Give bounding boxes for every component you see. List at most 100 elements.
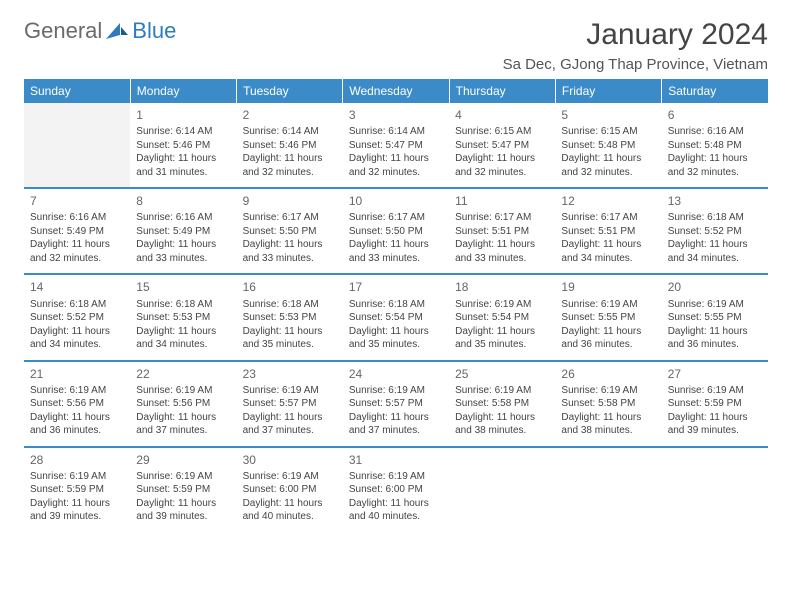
calendar-cell: 31Sunrise: 6:19 AMSunset: 6:00 PMDayligh…	[343, 447, 449, 532]
sunset-text: Sunset: 5:59 PM	[30, 483, 124, 497]
daylight-text-2: and 34 minutes.	[668, 252, 762, 266]
calendar-row: 7Sunrise: 6:16 AMSunset: 5:49 PMDaylight…	[24, 188, 768, 274]
calendar-cell: 7Sunrise: 6:16 AMSunset: 5:49 PMDaylight…	[24, 188, 130, 274]
calendar-cell	[449, 447, 555, 532]
location-text: Sa Dec, GJong Thap Province, Vietnam	[503, 56, 768, 73]
sunrise-text: Sunrise: 6:16 AM	[668, 125, 762, 139]
calendar-row: 21Sunrise: 6:19 AMSunset: 5:56 PMDayligh…	[24, 361, 768, 447]
day-number: 24	[349, 366, 443, 382]
calendar-cell	[24, 103, 130, 188]
sunrise-text: Sunrise: 6:19 AM	[668, 298, 762, 312]
daylight-text-2: and 38 minutes.	[561, 424, 655, 438]
sunrise-text: Sunrise: 6:19 AM	[243, 384, 337, 398]
daylight-text-2: and 39 minutes.	[30, 510, 124, 524]
sunset-text: Sunset: 5:50 PM	[243, 225, 337, 239]
sunrise-text: Sunrise: 6:14 AM	[349, 125, 443, 139]
sunset-text: Sunset: 5:47 PM	[455, 139, 549, 153]
calendar-cell: 13Sunrise: 6:18 AMSunset: 5:52 PMDayligh…	[662, 188, 768, 274]
calendar-cell: 27Sunrise: 6:19 AMSunset: 5:59 PMDayligh…	[662, 361, 768, 447]
day-number: 27	[668, 366, 762, 382]
daylight-text-1: Daylight: 11 hours	[349, 411, 443, 425]
sunset-text: Sunset: 5:46 PM	[243, 139, 337, 153]
calendar-cell: 5Sunrise: 6:15 AMSunset: 5:48 PMDaylight…	[555, 103, 661, 188]
calendar-cell: 8Sunrise: 6:16 AMSunset: 5:49 PMDaylight…	[130, 188, 236, 274]
sunset-text: Sunset: 5:58 PM	[455, 397, 549, 411]
weekday-header: Wednesday	[343, 79, 449, 103]
sunset-text: Sunset: 5:54 PM	[455, 311, 549, 325]
sunset-text: Sunset: 5:59 PM	[136, 483, 230, 497]
daylight-text-2: and 34 minutes.	[561, 252, 655, 266]
daylight-text-1: Daylight: 11 hours	[668, 152, 762, 166]
daylight-text-2: and 36 minutes.	[668, 338, 762, 352]
weekday-header: Friday	[555, 79, 661, 103]
sunrise-text: Sunrise: 6:14 AM	[136, 125, 230, 139]
daylight-text-1: Daylight: 11 hours	[561, 411, 655, 425]
sunset-text: Sunset: 5:53 PM	[243, 311, 337, 325]
sunrise-text: Sunrise: 6:18 AM	[243, 298, 337, 312]
day-number: 1	[136, 107, 230, 123]
day-number: 21	[30, 366, 124, 382]
daylight-text-1: Daylight: 11 hours	[243, 411, 337, 425]
calendar-row: 28Sunrise: 6:19 AMSunset: 5:59 PMDayligh…	[24, 447, 768, 532]
daylight-text-2: and 34 minutes.	[30, 338, 124, 352]
sunset-text: Sunset: 5:51 PM	[455, 225, 549, 239]
sunset-text: Sunset: 6:00 PM	[349, 483, 443, 497]
day-number: 22	[136, 366, 230, 382]
calendar-cell: 29Sunrise: 6:19 AMSunset: 5:59 PMDayligh…	[130, 447, 236, 532]
page-header: General Blue January 2024 Sa Dec, GJong …	[24, 18, 768, 73]
sunrise-text: Sunrise: 6:16 AM	[30, 211, 124, 225]
daylight-text-1: Daylight: 11 hours	[349, 238, 443, 252]
daylight-text-2: and 37 minutes.	[349, 424, 443, 438]
day-number: 6	[668, 107, 762, 123]
daylight-text-1: Daylight: 11 hours	[668, 325, 762, 339]
daylight-text-1: Daylight: 11 hours	[30, 325, 124, 339]
daylight-text-1: Daylight: 11 hours	[349, 325, 443, 339]
sunrise-text: Sunrise: 6:19 AM	[561, 384, 655, 398]
calendar-cell: 26Sunrise: 6:19 AMSunset: 5:58 PMDayligh…	[555, 361, 661, 447]
daylight-text-1: Daylight: 11 hours	[349, 497, 443, 511]
daylight-text-1: Daylight: 11 hours	[561, 325, 655, 339]
day-number: 4	[455, 107, 549, 123]
sunrise-text: Sunrise: 6:14 AM	[243, 125, 337, 139]
sunrise-text: Sunrise: 6:19 AM	[136, 384, 230, 398]
daylight-text-2: and 32 minutes.	[30, 252, 124, 266]
weekday-header: Saturday	[662, 79, 768, 103]
daylight-text-2: and 33 minutes.	[349, 252, 443, 266]
sunrise-text: Sunrise: 6:19 AM	[30, 384, 124, 398]
sunrise-text: Sunrise: 6:18 AM	[136, 298, 230, 312]
calendar-cell: 6Sunrise: 6:16 AMSunset: 5:48 PMDaylight…	[662, 103, 768, 188]
day-number: 13	[668, 193, 762, 209]
daylight-text-2: and 35 minutes.	[243, 338, 337, 352]
calendar-cell: 9Sunrise: 6:17 AMSunset: 5:50 PMDaylight…	[237, 188, 343, 274]
weekday-header: Thursday	[449, 79, 555, 103]
daylight-text-1: Daylight: 11 hours	[561, 238, 655, 252]
weekday-header: Tuesday	[237, 79, 343, 103]
daylight-text-1: Daylight: 11 hours	[561, 152, 655, 166]
day-number: 18	[455, 279, 549, 295]
day-number: 2	[243, 107, 337, 123]
sunrise-text: Sunrise: 6:19 AM	[243, 470, 337, 484]
daylight-text-1: Daylight: 11 hours	[243, 325, 337, 339]
sunrise-text: Sunrise: 6:18 AM	[349, 298, 443, 312]
sunset-text: Sunset: 5:46 PM	[136, 139, 230, 153]
calendar-cell: 21Sunrise: 6:19 AMSunset: 5:56 PMDayligh…	[24, 361, 130, 447]
sunrise-text: Sunrise: 6:19 AM	[455, 298, 549, 312]
calendar-cell: 14Sunrise: 6:18 AMSunset: 5:52 PMDayligh…	[24, 274, 130, 360]
calendar-cell: 18Sunrise: 6:19 AMSunset: 5:54 PMDayligh…	[449, 274, 555, 360]
calendar-row: 1Sunrise: 6:14 AMSunset: 5:46 PMDaylight…	[24, 103, 768, 188]
daylight-text-2: and 36 minutes.	[30, 424, 124, 438]
sunset-text: Sunset: 5:57 PM	[349, 397, 443, 411]
sunset-text: Sunset: 5:50 PM	[349, 225, 443, 239]
calendar-table: SundayMondayTuesdayWednesdayThursdayFrid…	[24, 79, 768, 532]
calendar-cell: 2 Sunrise: 6:14 AMSunset: 5:46 PMDaylight…	[237, 103, 343, 188]
sunset-text: Sunset: 5:55 PM	[668, 311, 762, 325]
daylight-text-1: Daylight: 11 hours	[243, 152, 337, 166]
calendar-cell: 22Sunrise: 6:19 AMSunset: 5:56 PMDayligh…	[130, 361, 236, 447]
sunrise-text: Sunrise: 6:16 AM	[136, 211, 230, 225]
day-number: 30	[243, 452, 337, 468]
sunset-text: Sunset: 5:51 PM	[561, 225, 655, 239]
daylight-text-2: and 37 minutes.	[136, 424, 230, 438]
daylight-text-2: and 39 minutes.	[668, 424, 762, 438]
calendar-cell: 12Sunrise: 6:17 AMSunset: 5:51 PMDayligh…	[555, 188, 661, 274]
calendar-body: 1Sunrise: 6:14 AMSunset: 5:46 PMDaylight…	[24, 103, 768, 532]
